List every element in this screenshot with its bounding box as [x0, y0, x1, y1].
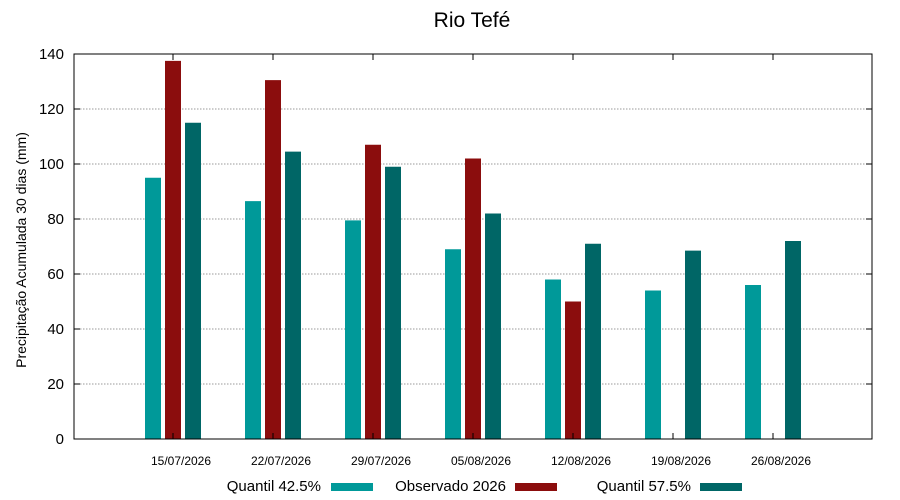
- bar-observado-2026-1: [265, 80, 281, 439]
- bar-observado-2026-3: [465, 158, 481, 439]
- bar-quantil-42-5-5: [645, 290, 661, 439]
- legend-swatch: [700, 483, 742, 491]
- y-tick-label: 140: [39, 46, 64, 63]
- bars: [145, 60, 801, 439]
- legend-swatch: [515, 483, 557, 491]
- legend-label: Quantil 42.5%: [227, 478, 321, 495]
- x-tick-label: 15/07/2026: [151, 454, 211, 468]
- legend: Quantil 42.5% Observado 2026 Quantil 57.5%: [227, 478, 742, 495]
- bar-quantil-57-5-2: [385, 166, 401, 439]
- y-tick-label: 100: [39, 156, 64, 173]
- legend-label: Quantil 57.5%: [597, 478, 691, 495]
- bar-quantil-57-5-0: [185, 122, 201, 439]
- x-tick-label: 26/08/2026: [751, 454, 811, 468]
- chart-title: Rio Tefé: [434, 9, 511, 32]
- legend-label: Observado 2026: [395, 478, 506, 495]
- y-tick-label: 120: [39, 101, 64, 118]
- bar-quantil-42-5-6: [745, 285, 761, 439]
- x-tick-label: 22/07/2026: [251, 454, 311, 468]
- bar-quantil-57-5-6: [785, 241, 801, 439]
- x-tick-label: 29/07/2026: [351, 454, 411, 468]
- x-tick-label: 12/08/2026: [551, 454, 611, 468]
- x-tick-label: 19/08/2026: [651, 454, 711, 468]
- y-tick-label: 0: [56, 431, 64, 448]
- bar-quantil-57-5-3: [485, 213, 501, 439]
- y-tick-label: 80: [47, 211, 64, 228]
- bar-quantil-42-5-1: [245, 201, 261, 439]
- bar-observado-2026-0: [165, 60, 181, 439]
- bar-quantil-42-5-3: [445, 249, 461, 439]
- y-axis-label: Precipitação Acumulada 30 dias (mm): [13, 132, 29, 368]
- x-axis-ticks: 15/07/2026 22/07/2026 29/07/2026 05/08/2026…: [151, 54, 811, 468]
- bar-observado-2026-4: [565, 301, 581, 439]
- y-tick-label: 20: [47, 376, 64, 393]
- x-tick-label: 05/08/2026: [451, 454, 511, 468]
- y-tick-label: 40: [47, 321, 64, 338]
- bar-quantil-42-5-2: [345, 220, 361, 439]
- bar-quantil-42-5-4: [545, 279, 561, 439]
- bar-observado-2026-2: [365, 144, 381, 439]
- legend-swatch: [331, 483, 373, 491]
- y-tick-label: 60: [47, 266, 64, 283]
- y-axis-ticks: 0 20 40 60 80 100 120 140: [39, 46, 872, 448]
- bar-quantil-57-5-1: [285, 151, 301, 439]
- bar-quantil-57-5-5: [685, 250, 701, 439]
- bar-quantil-42-5-0: [145, 177, 161, 439]
- bar-quantil-57-5-4: [585, 243, 601, 439]
